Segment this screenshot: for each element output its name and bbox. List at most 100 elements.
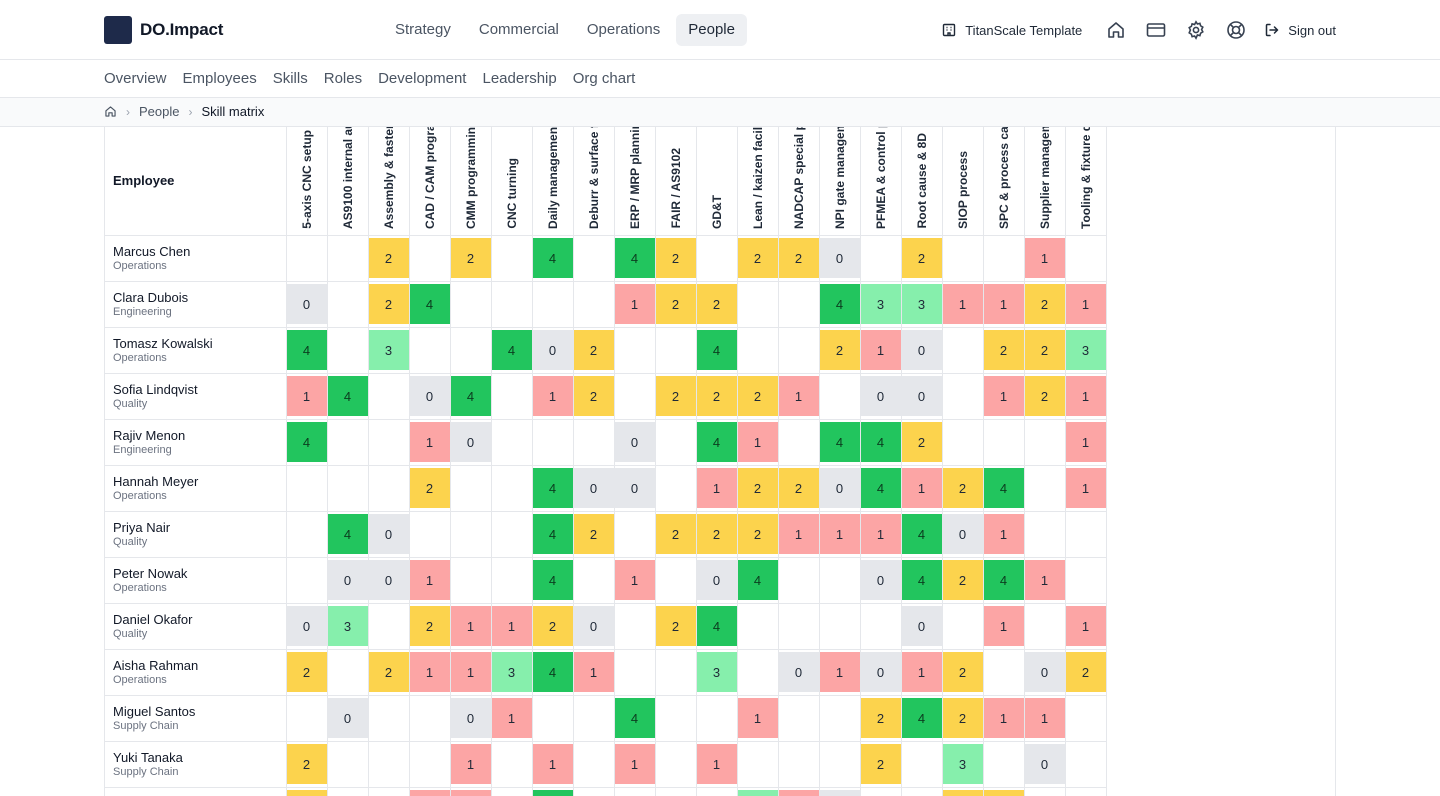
skill-score-cell[interactable] xyxy=(900,786,943,796)
skill-score-cell[interactable] xyxy=(941,418,984,466)
skill-score-cell[interactable]: 2 xyxy=(531,602,574,650)
skill-column-header[interactable]: SIOP process xyxy=(941,127,984,236)
skill-score-cell[interactable]: 2 xyxy=(941,786,984,796)
skill-score-cell[interactable]: 1 xyxy=(818,510,861,558)
skill-score-cell[interactable] xyxy=(326,740,369,788)
skill-score-cell[interactable] xyxy=(982,234,1025,282)
skill-score-cell[interactable]: 0 xyxy=(613,464,656,512)
skill-score-cell[interactable]: 2 xyxy=(777,464,820,512)
skill-column-header[interactable]: SPC & process capability xyxy=(982,127,1025,236)
skill-score-cell[interactable]: 2 xyxy=(1023,372,1066,420)
skill-score-cell[interactable]: 1 xyxy=(1023,694,1066,742)
skill-score-cell[interactable]: 0 xyxy=(531,326,574,374)
skill-score-cell[interactable]: 4 xyxy=(818,280,861,328)
skill-score-cell[interactable] xyxy=(777,602,820,650)
sub-nav-development[interactable]: Development xyxy=(378,70,467,87)
skill-score-cell[interactable]: 2 xyxy=(818,326,861,374)
skill-score-cell[interactable] xyxy=(777,418,820,466)
skill-score-cell[interactable]: 2 xyxy=(654,372,697,420)
table-row[interactable]: 211431022 xyxy=(105,786,1107,796)
skill-score-cell[interactable] xyxy=(777,326,820,374)
skill-score-cell[interactable] xyxy=(285,510,328,558)
skill-score-cell[interactable] xyxy=(490,786,533,796)
skill-score-cell[interactable] xyxy=(572,556,615,604)
skill-score-cell[interactable] xyxy=(654,464,697,512)
skill-score-cell[interactable]: 3 xyxy=(695,648,738,696)
skill-score-cell[interactable] xyxy=(449,464,492,512)
skill-score-cell[interactable]: 1 xyxy=(982,694,1025,742)
billing-button[interactable] xyxy=(1136,14,1176,46)
skill-score-cell[interactable]: 4 xyxy=(531,464,574,512)
skill-score-cell[interactable] xyxy=(1023,464,1066,512)
skill-score-cell[interactable] xyxy=(654,648,697,696)
skill-score-cell[interactable]: 2 xyxy=(859,740,902,788)
skill-score-cell[interactable]: 1 xyxy=(900,464,943,512)
skill-score-cell[interactable] xyxy=(777,280,820,328)
skill-score-cell[interactable]: 2 xyxy=(736,464,779,512)
brand-logo[interactable]: DO.Impact xyxy=(104,16,223,44)
employee-cell[interactable]: Sofia Lindqvist Quality xyxy=(105,372,287,420)
skill-score-cell[interactable]: 4 xyxy=(736,556,779,604)
skill-score-cell[interactable]: 1 xyxy=(408,786,451,796)
skill-score-cell[interactable]: 0 xyxy=(326,694,369,742)
skill-score-cell[interactable] xyxy=(1023,418,1066,466)
skill-score-cell[interactable]: 1 xyxy=(572,648,615,696)
skill-score-cell[interactable]: 1 xyxy=(1064,464,1107,512)
skill-column-header[interactable]: GD&T xyxy=(695,127,738,236)
employee-cell[interactable]: Aisha Rahman Operations xyxy=(105,648,287,696)
skill-score-cell[interactable]: 2 xyxy=(654,602,697,650)
skill-score-cell[interactable]: 2 xyxy=(654,234,697,282)
skill-score-cell[interactable]: 1 xyxy=(449,602,492,650)
skill-score-cell[interactable] xyxy=(941,372,984,420)
skill-score-cell[interactable] xyxy=(490,740,533,788)
skill-score-cell[interactable]: 2 xyxy=(1023,326,1066,374)
skill-score-cell[interactable]: 2 xyxy=(572,510,615,558)
skill-score-cell[interactable]: 4 xyxy=(982,464,1025,512)
skill-score-cell[interactable] xyxy=(900,740,943,788)
skill-score-cell[interactable]: 0 xyxy=(367,556,410,604)
skill-score-cell[interactable] xyxy=(695,786,738,796)
skill-score-cell[interactable] xyxy=(613,510,656,558)
skill-score-cell[interactable] xyxy=(654,556,697,604)
table-row[interactable]: Sofia Lindqvist Quality 1 4 0 4 1 2 2 2 2 1 0 0 1 2 1 xyxy=(105,372,1107,420)
table-row[interactable]: Tomasz Kowalski Operations 4 3 4 0 2 4 2 1 0 2 2 3 xyxy=(105,326,1107,374)
sub-nav-org-chart[interactable]: Org chart xyxy=(572,70,636,87)
skill-score-cell[interactable]: 1 xyxy=(736,694,779,742)
skill-score-cell[interactable]: 1 xyxy=(900,648,943,696)
skill-score-cell[interactable]: 4 xyxy=(695,326,738,374)
skill-score-cell[interactable] xyxy=(572,234,615,282)
table-row[interactable]: Clara Dubois Engineering 0 2 4 1 2 2 4 3 3 1 1 2 1 xyxy=(105,280,1107,328)
skill-score-cell[interactable]: 4 xyxy=(859,418,902,466)
skill-score-cell[interactable]: 0 xyxy=(449,694,492,742)
skill-score-cell[interactable]: 2 xyxy=(572,326,615,374)
skill-score-cell[interactable]: 1 xyxy=(449,740,492,788)
skill-score-cell[interactable] xyxy=(531,418,574,466)
skill-score-cell[interactable]: 1 xyxy=(695,740,738,788)
skill-score-cell[interactable]: 1 xyxy=(941,280,984,328)
skill-column-header[interactable]: CNC turning xyxy=(490,127,533,236)
skill-score-cell[interactable] xyxy=(982,648,1025,696)
skill-score-cell[interactable]: 0 xyxy=(572,602,615,650)
skill-score-cell[interactable]: 4 xyxy=(859,464,902,512)
skill-score-cell[interactable]: 0 xyxy=(818,234,861,282)
main-nav-strategy[interactable]: Strategy xyxy=(395,21,451,38)
skill-score-cell[interactable]: 1 xyxy=(695,464,738,512)
skill-score-cell[interactable] xyxy=(736,602,779,650)
skill-score-cell[interactable]: 0 xyxy=(1023,740,1066,788)
skill-score-cell[interactable]: 3 xyxy=(490,648,533,696)
skill-score-cell[interactable]: 3 xyxy=(326,602,369,650)
skill-score-cell[interactable]: 2 xyxy=(941,694,984,742)
skill-score-cell[interactable] xyxy=(367,786,410,796)
skill-score-cell[interactable] xyxy=(941,326,984,374)
skill-score-cell[interactable] xyxy=(613,602,656,650)
skill-score-cell[interactable] xyxy=(654,786,697,796)
skill-score-cell[interactable] xyxy=(777,556,820,604)
skill-score-cell[interactable]: 4 xyxy=(900,510,943,558)
skill-column-header[interactable]: PFMEA & control plans xyxy=(859,127,902,236)
skill-score-cell[interactable] xyxy=(572,280,615,328)
skill-column-header[interactable]: Tooling & fixture design xyxy=(1064,127,1107,236)
skill-score-cell[interactable]: 2 xyxy=(654,510,697,558)
skill-score-cell[interactable] xyxy=(285,464,328,512)
skill-score-cell[interactable]: 3 xyxy=(900,280,943,328)
skill-score-cell[interactable]: 2 xyxy=(367,280,410,328)
